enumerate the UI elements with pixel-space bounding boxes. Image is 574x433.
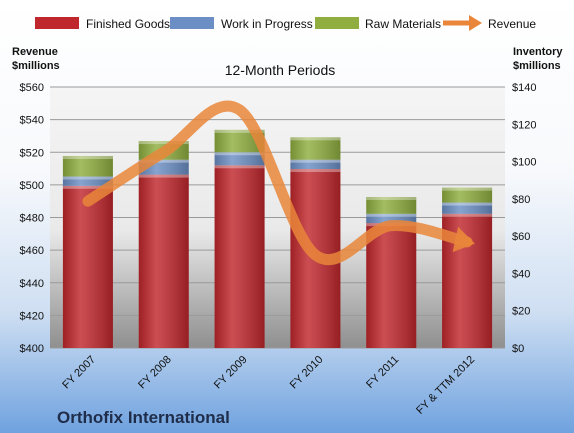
bar-raw-materials-highlight [290, 137, 341, 141]
left-tick-label: $480 [20, 213, 44, 225]
left-tick-label: $500 [20, 180, 44, 192]
right-tick-label: $40 [512, 268, 530, 280]
revenue-line [82, 100, 475, 266]
bar-work-in-progress-shade [366, 213, 417, 224]
chart-subtitle: 12-Month Periods [225, 62, 336, 78]
bar-work-in-progress-highlight [366, 213, 417, 217]
bar-finished-goods-highlight [138, 174, 189, 178]
legend-swatch-finished-goods [35, 17, 79, 29]
bar-work-in-progress-highlight [138, 159, 189, 163]
bar-finished-goods-shade [138, 174, 189, 348]
legend-item-work-in-progress: Work in Progress [170, 17, 313, 31]
bar-finished-goods-highlight [62, 185, 113, 189]
left-tick-label: $540 [20, 115, 44, 127]
right-axis-ticks: $0 $20 $40 $60 $80 $100 $120 $140 [512, 82, 536, 355]
legend-arrow-icon [469, 15, 482, 31]
bar-finished-goods-highlight [290, 169, 341, 173]
bar-raw-materials-shade [290, 137, 341, 160]
bar-finished-goods-highlight [214, 165, 265, 169]
right-tick-label: $140 [512, 82, 536, 94]
left-axis-title-line1: Revenue [12, 46, 58, 58]
legend-item-raw-materials: Raw Materials [315, 17, 441, 31]
right-tick-label: $100 [512, 157, 536, 169]
bar-raw-materials-shade [366, 196, 417, 214]
bar-raw-materials-highlight [214, 129, 265, 133]
bar-work-in-progress-shade [290, 159, 341, 170]
bar-work-in-progress-highlight [214, 152, 265, 156]
left-tick-label: $400 [20, 343, 44, 355]
left-tick-label: $560 [20, 82, 44, 94]
bar-raw-materials-shade [442, 187, 493, 203]
right-axis-title-line2: $millions [513, 60, 561, 72]
bar-work-in-progress-shade [442, 202, 493, 214]
bar-finished-goods-shade [214, 165, 265, 348]
left-tick-label: $420 [20, 310, 44, 322]
left-tick-label: $520 [20, 147, 44, 159]
revenue-line-path [82, 100, 473, 266]
bar-work-in-progress-shade [214, 152, 265, 166]
bar-finished-goods-highlight [442, 213, 493, 217]
revenue-arrow-icon [452, 226, 475, 253]
bar-raw-materials-highlight [138, 141, 189, 145]
bar-work-in-progress-highlight [62, 176, 113, 180]
legend-item-finished-goods: Finished Goods [35, 17, 170, 31]
bar-raw-materials-highlight [442, 187, 493, 191]
legend-swatch-raw-materials [315, 17, 359, 29]
legend-label-raw-materials: Raw Materials [365, 17, 441, 31]
bar-raw-materials-highlight [366, 196, 417, 200]
right-tick-label: $60 [512, 231, 530, 243]
bar-raw-materials-highlight [62, 155, 113, 159]
bar-work-in-progress-highlight [442, 202, 493, 206]
bar-finished-goods-shade [366, 223, 417, 348]
legend-label-work-in-progress: Work in Progress [221, 17, 313, 31]
left-axis-title-line2: $millions [12, 60, 60, 72]
left-axis-ticks: $400 $420 $440 $460 $480 $500 $520 $540 $560 [20, 82, 44, 355]
bar-work-in-progress-shade [62, 176, 113, 186]
x-tick-label: FY 2008 [136, 354, 174, 392]
company-name: Orthofix International [57, 408, 230, 427]
legend-label-revenue: Revenue [488, 17, 536, 31]
x-tick-label: FY 2010 [288, 354, 326, 392]
gridlines [50, 86, 505, 349]
bar-finished-goods-shade [62, 185, 113, 348]
right-tick-label: $0 [512, 343, 524, 355]
left-tick-label: $440 [20, 278, 44, 290]
right-axis-title-line1: Inventory [513, 46, 563, 58]
left-tick-label: $460 [20, 245, 44, 257]
right-tick-label: $20 [512, 306, 530, 318]
x-tick-label: FY 2007 [60, 354, 98, 392]
bar-raw-materials-shade [62, 155, 113, 177]
legend-item-revenue: Revenue [443, 15, 536, 31]
right-tick-label: $80 [512, 194, 530, 206]
x-tick-label: FY 2011 [364, 354, 401, 391]
x-tick-label: FY 2009 [212, 354, 250, 392]
right-tick-label: $120 [512, 119, 536, 131]
legend: Finished Goods Work in Progress Raw Mate… [35, 15, 536, 31]
legend-swatch-work-in-progress [170, 17, 214, 29]
bar-work-in-progress-highlight [290, 159, 341, 163]
x-tick-label: FY & TTM 2012 [414, 354, 477, 417]
legend-label-finished-goods: Finished Goods [86, 17, 170, 31]
